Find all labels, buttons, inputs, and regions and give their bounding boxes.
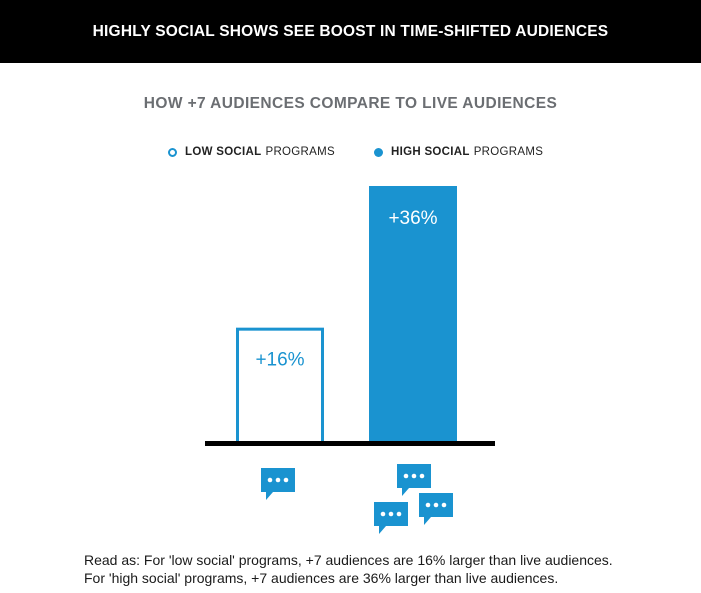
data-label: +16% <box>255 350 304 371</box>
header-banner: HIGHLY SOCIAL SHOWS SEE BOOST IN TIME-SH… <box>0 0 701 63</box>
chat-bubble-icon <box>397 464 431 496</box>
legend-label: PROGRAMS <box>265 146 335 158</box>
chart-title: HOW +7 AUDIENCES COMPARE TO LIVE AUDIENC… <box>143 95 558 112</box>
legend-item-high-social: HIGH SOCIAL PROGRAMS <box>374 146 543 158</box>
header-title: HIGHLY SOCIAL SHOWS SEE BOOST IN TIME-SH… <box>92 22 609 40</box>
bar-chart: +16% +36% <box>205 186 495 534</box>
legend-swatch-filled-icon <box>374 147 383 157</box>
bars-layer: +16% +36% <box>236 186 457 445</box>
caption-line: For 'high social' programs, +7 audiences… <box>84 570 559 586</box>
bar-low-social <box>236 327 324 445</box>
caption-line: Read as: For 'low social' programs, +7 a… <box>84 552 613 568</box>
data-label: +36% <box>388 208 437 229</box>
chat-bubble-icon <box>261 468 295 500</box>
baseline-axis <box>205 441 495 446</box>
chat-bubbles-cluster-icon <box>374 464 453 534</box>
caption: Read as: For 'low social' programs, +7 a… <box>84 551 613 587</box>
bar-high-social <box>369 186 457 441</box>
chat-bubble-icon <box>419 493 453 525</box>
legend-bold-label: HIGH SOCIAL <box>391 146 470 158</box>
legend-item-low-social: LOW SOCIAL PROGRAMS <box>168 146 335 158</box>
chat-bubble-icon <box>374 502 408 534</box>
legend-label: PROGRAMS <box>473 146 544 158</box>
legend: LOW SOCIAL PROGRAMS HIGH SOCIAL PROGRAMS <box>0 146 701 166</box>
legend-bold-label: LOW SOCIAL <box>185 146 262 158</box>
legend-swatch-outline-icon <box>168 147 177 157</box>
